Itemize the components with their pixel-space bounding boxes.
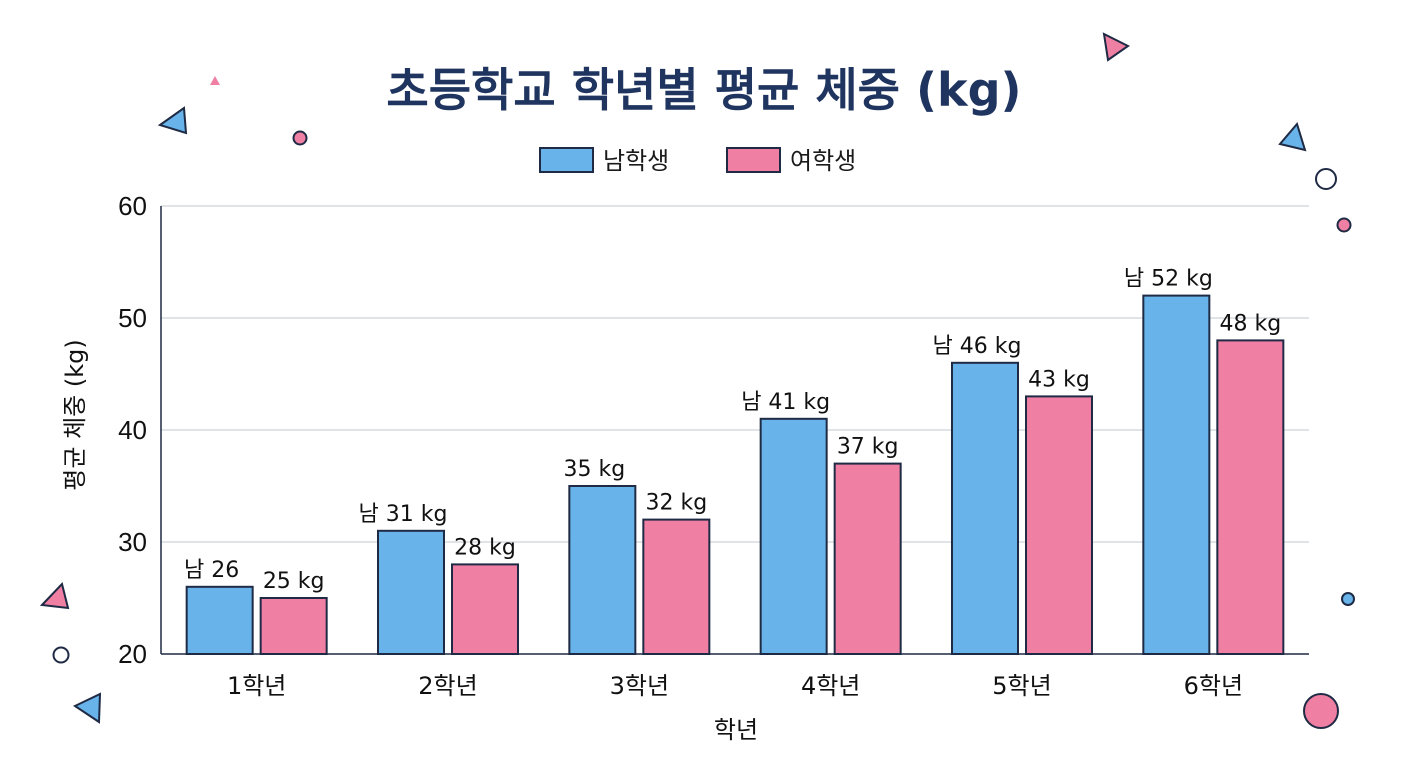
bar-male-1 bbox=[185, 585, 254, 655]
legend: 남학생 여학생 bbox=[539, 147, 856, 175]
data-label-male-2: 남 31 kg bbox=[359, 502, 448, 527]
x-tick-label: 5학년 bbox=[992, 672, 1051, 700]
decor-triangle bbox=[39, 581, 70, 610]
decor-circle bbox=[1303, 693, 1339, 729]
x-tick-label: 6학년 bbox=[1184, 672, 1243, 700]
y-tick-label: 40 bbox=[118, 415, 147, 445]
y-tick-label: 50 bbox=[118, 303, 147, 333]
legend-label-male: 남학생 bbox=[603, 147, 669, 175]
x-tick-label: 1학년 bbox=[227, 672, 286, 700]
bar-male-5 bbox=[951, 361, 1019, 655]
decor-triangle bbox=[1102, 32, 1130, 62]
bar-female-4 bbox=[833, 462, 902, 655]
bar-female-6 bbox=[1216, 339, 1285, 655]
legend-swatch-female bbox=[726, 147, 781, 173]
bar-male-4 bbox=[759, 417, 828, 655]
data-label-male-1: 남 26 bbox=[184, 558, 239, 583]
y-axis-ticks: 20 30 40 50 60 bbox=[118, 191, 147, 669]
decorations bbox=[39, 32, 1355, 729]
data-label-female-5: 43 kg bbox=[1028, 367, 1090, 392]
x-tick-label: 4학년 bbox=[801, 672, 860, 700]
bar-male-2 bbox=[377, 529, 445, 655]
data-label-male-6: 남 52 kg bbox=[1124, 267, 1213, 292]
bar-female-1 bbox=[259, 597, 328, 655]
legend-label-female: 여학생 bbox=[790, 147, 856, 175]
chart-title: 초등학교 학년별 평균 체중 (kg) bbox=[386, 63, 1021, 117]
data-label-female-3: 32 kg bbox=[645, 491, 707, 516]
bar-male-6 bbox=[1142, 294, 1211, 655]
x-axis-title: 학년 bbox=[714, 716, 758, 744]
decor-ring bbox=[52, 646, 70, 664]
y-axis-title: 평균 체중 (kg) bbox=[61, 339, 89, 490]
bar-female-5 bbox=[1025, 395, 1093, 655]
data-label-female-1: 25 kg bbox=[263, 569, 325, 594]
bar-male-3 bbox=[568, 485, 637, 655]
bar-female-3 bbox=[642, 518, 711, 655]
data-label-male-4: 남 41 kg bbox=[741, 390, 830, 415]
x-axis-ticks: 1학년 2학년 3학년 4학년 5학년 6학년 bbox=[227, 672, 1243, 700]
decor-triangle bbox=[157, 106, 188, 135]
gridlines bbox=[161, 205, 1309, 543]
legend-swatch-male bbox=[539, 147, 594, 173]
data-label-female-6: 48 kg bbox=[1219, 311, 1281, 336]
decor-triangle bbox=[1278, 121, 1307, 152]
data-label-female-2: 28 kg bbox=[454, 535, 516, 560]
y-tick-label: 60 bbox=[118, 191, 147, 221]
decor-triangle bbox=[210, 76, 220, 85]
decor-ring bbox=[1315, 168, 1337, 190]
bars bbox=[185, 294, 1285, 656]
data-label-female-4: 37 kg bbox=[837, 435, 899, 460]
decor-triangle bbox=[72, 692, 102, 724]
data-label-male-5: 남 46 kg bbox=[933, 334, 1022, 359]
x-tick-label: 2학년 bbox=[418, 672, 477, 700]
bar-female-2 bbox=[451, 563, 519, 656]
y-tick-label: 30 bbox=[118, 527, 147, 557]
decor-dot bbox=[1341, 592, 1355, 606]
y-tick-label: 20 bbox=[118, 639, 147, 669]
decor-dot bbox=[292, 130, 308, 146]
data-label-male-3: 35 kg bbox=[563, 457, 625, 482]
x-tick-label: 3학년 bbox=[610, 672, 669, 700]
decor-dot bbox=[1336, 217, 1352, 233]
